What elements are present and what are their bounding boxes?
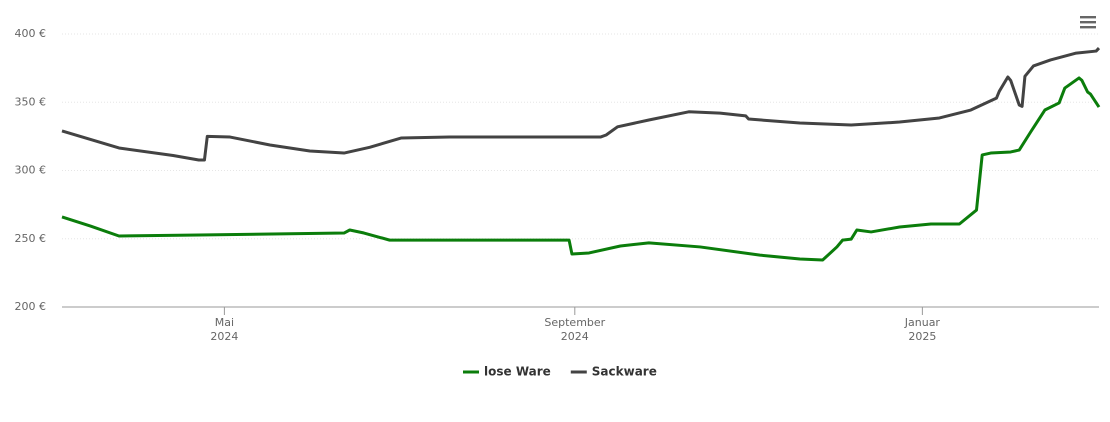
menu-bar <box>1080 26 1096 29</box>
y-tick-label: 250 € <box>15 232 47 245</box>
x-tick-label: Januar <box>904 316 941 329</box>
y-tick-label: 300 € <box>15 164 47 177</box>
y-tick-label: 350 € <box>15 95 47 108</box>
x-tick-label: Mai <box>215 316 234 329</box>
legend-item[interactable]: lose Ware <box>463 365 551 379</box>
legend-item[interactable]: Sackware <box>570 365 657 379</box>
series-line <box>61 76 1101 262</box>
y-tick-label: 400 € <box>15 27 47 40</box>
menu-bar <box>1080 16 1096 19</box>
x-tick-label: 2025 <box>908 330 936 343</box>
y-tick-label: 200 € <box>15 300 47 313</box>
menu-button[interactable] <box>1080 15 1096 29</box>
legend-label: lose Ware <box>484 365 551 379</box>
legend: lose Ware Sackware <box>463 365 657 379</box>
legend-label: Sackware <box>592 365 657 379</box>
x-tick-label: September <box>544 316 605 329</box>
menu-bar <box>1080 21 1096 24</box>
series-line <box>61 47 1101 162</box>
x-tick-label: 2024 <box>210 330 238 343</box>
x-tick-label: 2024 <box>561 330 589 343</box>
